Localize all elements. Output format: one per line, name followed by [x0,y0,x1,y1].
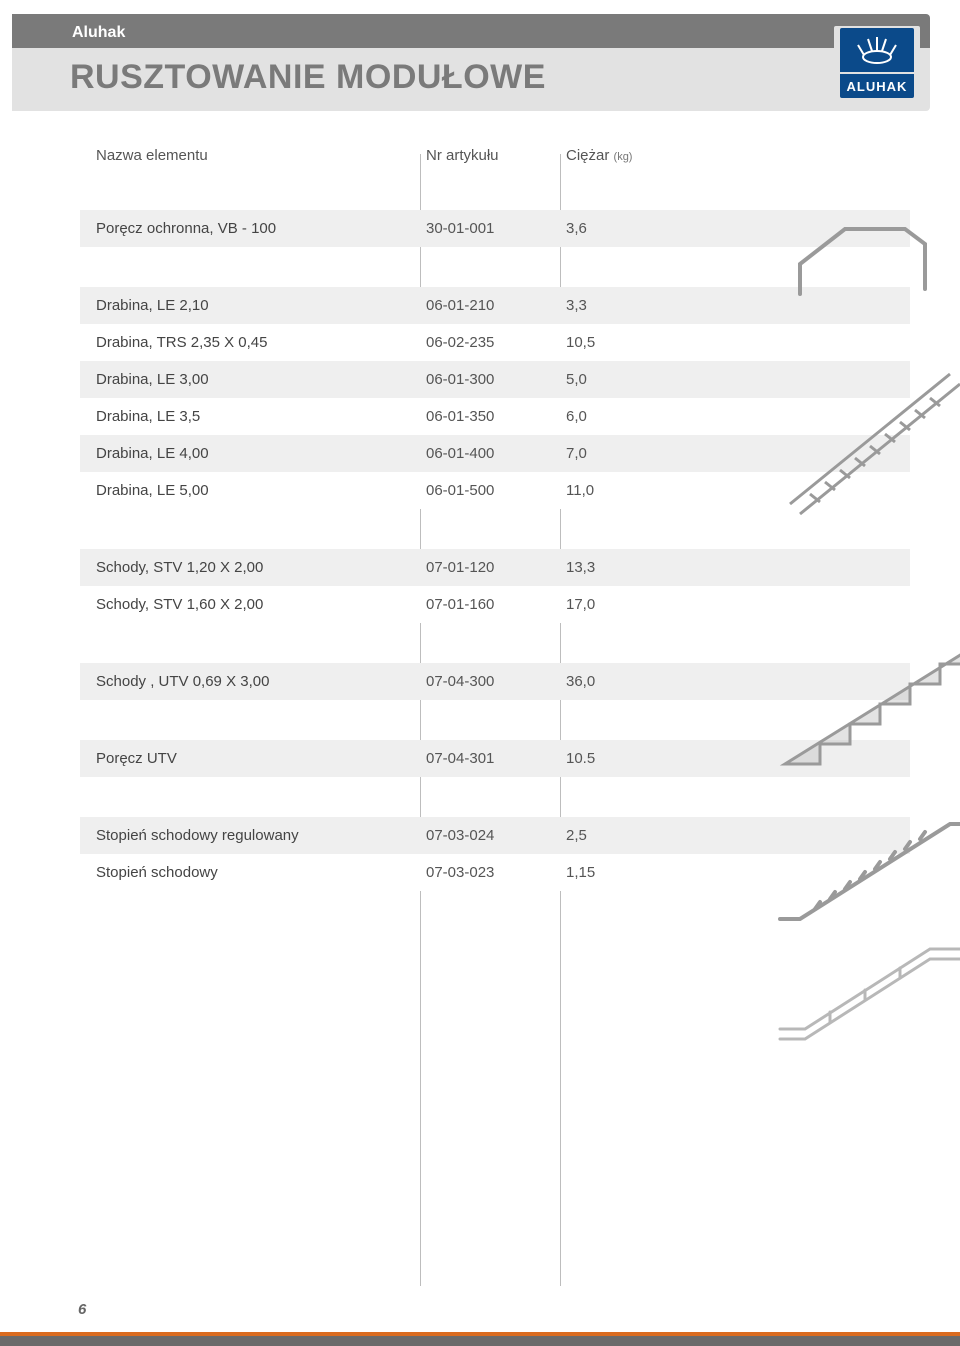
cell-weight: 36,0 [566,673,666,690]
logo-text: ALUHAK [840,74,914,98]
cell-sku: 06-01-400 [426,445,566,462]
product-illustration-ladder [760,354,960,524]
cell-weight: 7,0 [566,445,666,462]
cell-sku: 07-01-120 [426,559,566,576]
brand-logo: ALUHAK [834,26,920,104]
cell-name: Drabina, LE 5,00 [96,482,426,499]
cell-name: Schody , UTV 0,69 X 3,00 [96,673,426,690]
product-illustration-handrail-utv [760,934,960,1054]
cell-weight: 5,0 [566,371,666,388]
cell-weight: 10,5 [566,334,666,351]
table-row: Schody, STV 1,60 X 2,0007-01-16017,0 [80,586,910,623]
table-section: Schody, STV 1,20 X 2,0007-01-12013,3Scho… [80,549,910,623]
col-sku: Nr artykułu [426,147,566,164]
cell-weight: 3,6 [566,220,666,237]
col-name: Nazwa elementu [96,147,426,164]
cell-name: Poręcz ochronna, VB - 100 [96,220,426,237]
cell-name: Drabina, TRS 2,35 X 0,45 [96,334,426,351]
cell-name: Poręcz UTV [96,750,426,767]
cell-sku: 07-03-023 [426,864,566,881]
cell-weight: 6,0 [566,408,666,425]
cell-sku: 06-01-350 [426,408,566,425]
cell-weight: 2,5 [566,827,666,844]
logo-icon [840,28,914,72]
cell-weight: 3,3 [566,297,666,314]
product-illustration-stairs-utv [760,804,960,934]
cell-name: Stopień schodowy regulowany [96,827,426,844]
cell-sku: 30-01-001 [426,220,566,237]
cell-name: Drabina, LE 3,00 [96,371,426,388]
cell-sku: 07-04-301 [426,750,566,767]
cell-weight: 10.5 [566,750,666,767]
cell-sku: 07-01-160 [426,596,566,613]
page-number: 6 [78,1301,86,1318]
cell-name: Drabina, LE 2,10 [96,297,426,314]
cell-weight: 1,15 [566,864,666,881]
page-header: Aluhak RUSZTOWANIE MODUŁOWE ALUHAK [0,14,960,111]
cell-name: Drabina, LE 3,5 [96,408,426,425]
cell-sku: 07-03-024 [426,827,566,844]
table-header: Nazwa elementu Nr artykułu Ciężar (kg) [80,141,910,170]
cell-weight: 11,0 [566,482,666,499]
product-illustration-stairs-stv [760,634,960,784]
footer-gray-bar [0,1336,960,1346]
cell-name: Schody, STV 1,60 X 2,00 [96,596,426,613]
col-weight: Ciężar (kg) [566,147,666,164]
brand-label: Aluhak [72,24,125,42]
cell-name: Stopień schodowy [96,864,426,881]
page: Aluhak RUSZTOWANIE MODUŁOWE ALUHAK Nazwa… [0,14,960,1346]
cell-sku: 06-01-300 [426,371,566,388]
product-illustration-handrail [760,214,960,304]
page-title: RUSZTOWANIE MODUŁOWE [70,58,930,97]
title-bar: RUSZTOWANIE MODUŁOWE [12,48,930,111]
cell-weight: 17,0 [566,596,666,613]
table-row: Schody, STV 1,20 X 2,0007-01-12013,3 [80,549,910,586]
cell-sku: 06-01-500 [426,482,566,499]
cell-sku: 06-01-210 [426,297,566,314]
cell-weight: 13,3 [566,559,666,576]
cell-sku: 06-02-235 [426,334,566,351]
cell-name: Schody, STV 1,20 X 2,00 [96,559,426,576]
cell-name: Drabina, LE 4,00 [96,445,426,462]
cell-sku: 07-04-300 [426,673,566,690]
brand-bar: Aluhak [12,14,930,48]
